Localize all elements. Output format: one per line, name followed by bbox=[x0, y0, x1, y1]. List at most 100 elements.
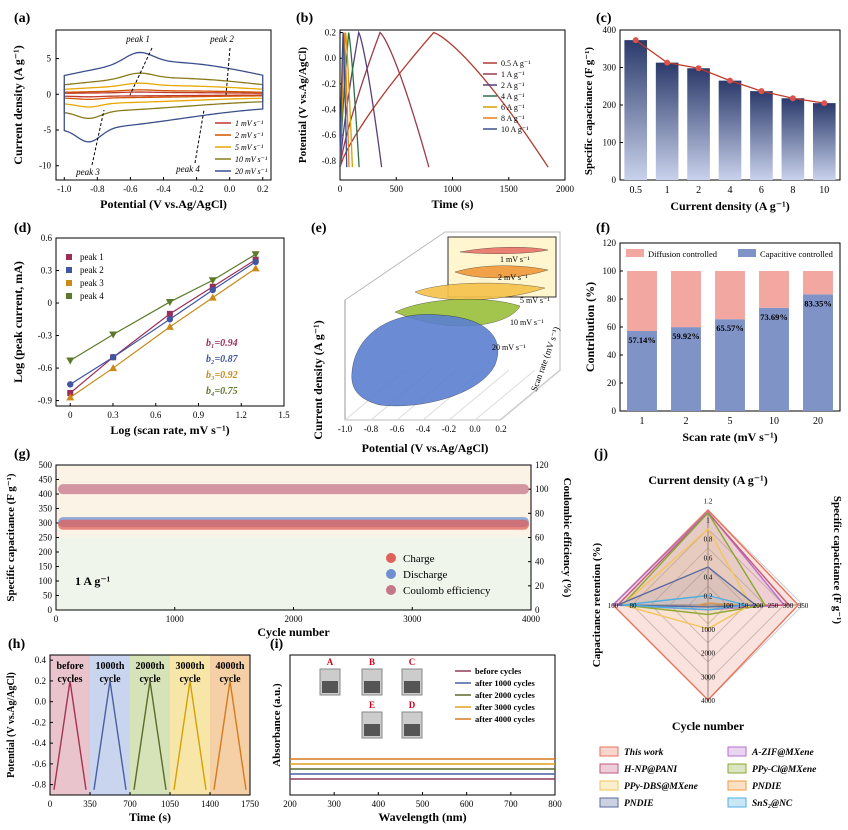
b-gcd-curve bbox=[339, 31, 549, 168]
d-ytick: -0.6 bbox=[38, 363, 53, 373]
h-xtick: 0 bbox=[48, 799, 53, 809]
j-legend-swatch bbox=[599, 746, 619, 757]
d-xtick: 1.2 bbox=[236, 410, 247, 420]
c-ytick: 400 bbox=[603, 25, 617, 35]
b-legend-label: 8 A g⁻¹ bbox=[501, 114, 525, 123]
d-xtick: 0.9 bbox=[193, 410, 205, 420]
a-xtick: -0.4 bbox=[156, 184, 171, 194]
c-ytick: 100 bbox=[603, 138, 617, 148]
c-ytick: 300 bbox=[603, 63, 617, 73]
a-ytick: -10 bbox=[39, 161, 51, 171]
h-xtick: 1750 bbox=[241, 799, 260, 809]
e-cv-surface bbox=[454, 265, 549, 278]
d-point bbox=[166, 316, 174, 323]
d-legend-swatch bbox=[66, 280, 72, 286]
g-ytick: 150 bbox=[39, 562, 53, 572]
c-point bbox=[695, 65, 702, 72]
d-legend-swatch bbox=[66, 254, 72, 260]
j-series bbox=[617, 566, 758, 608]
a-xtick: -1.0 bbox=[57, 184, 72, 194]
d-point bbox=[251, 264, 260, 272]
panel-h-frame bbox=[49, 654, 251, 796]
d-xlabel: Log (scan rate, mV s⁻¹) bbox=[110, 423, 229, 437]
d-point bbox=[166, 310, 173, 317]
a-ytick: -5 bbox=[44, 125, 52, 135]
e-xtick: 0.2 bbox=[495, 424, 506, 434]
c-bar bbox=[718, 80, 742, 180]
j-tick: 2000 bbox=[701, 650, 716, 658]
a-peak-annotation: peak 3 bbox=[75, 167, 100, 177]
e-grid bbox=[448, 369, 510, 421]
panel-i-label: (i) bbox=[270, 637, 284, 652]
c-point bbox=[789, 95, 796, 102]
d-point bbox=[209, 286, 216, 294]
j-legend-label: PNDIE bbox=[624, 799, 654, 809]
h-ytick: 0.2 bbox=[35, 676, 46, 686]
f-percent-label: 57.14% bbox=[628, 335, 656, 345]
c-ytick: 200 bbox=[603, 100, 617, 110]
g-xtick: 3000 bbox=[403, 614, 422, 624]
f-ylabel: Contribution (%) bbox=[583, 282, 597, 372]
d-point bbox=[165, 298, 174, 306]
j-tick: 0.8 bbox=[704, 536, 713, 544]
a-peak-line bbox=[194, 109, 205, 164]
d-point bbox=[251, 251, 260, 259]
i-vial-label: D bbox=[409, 700, 416, 710]
g-legend-label: Charge bbox=[403, 553, 435, 565]
g-ytick: 50 bbox=[43, 591, 53, 601]
g-ytick: 100 bbox=[39, 576, 53, 586]
f-bar-capacitive bbox=[803, 294, 833, 411]
panel-d-label: (d) bbox=[14, 221, 31, 236]
j-tick: 150 bbox=[738, 602, 749, 610]
a-legend-label: 1 mV s⁻¹ bbox=[235, 119, 264, 128]
g-ytick: 350 bbox=[39, 504, 53, 514]
f-ytick: 20 bbox=[607, 378, 617, 388]
j-axis-label: Specific capacitance (F g⁻¹) bbox=[831, 496, 843, 624]
a-peak-annotation: peak 4 bbox=[175, 164, 200, 174]
g-legend-marker bbox=[386, 585, 396, 595]
a-legend-label: 10 mV s⁻¹ bbox=[235, 155, 268, 164]
i-xtick: 400 bbox=[372, 799, 386, 809]
j-tick: 0.2 bbox=[704, 593, 713, 601]
g-ytick: 300 bbox=[39, 518, 53, 528]
f-percent-label: 83.35% bbox=[804, 298, 832, 308]
a-peak-annotation: peak 2 bbox=[209, 34, 234, 44]
a-xtick: -0.2 bbox=[189, 184, 203, 194]
i-vial-label: C bbox=[409, 657, 416, 667]
i-vial-label: E bbox=[369, 700, 375, 710]
j-legend-label: This work bbox=[624, 748, 664, 758]
c-xtick: 10 bbox=[819, 185, 829, 196]
f-percent-label: 65.57% bbox=[716, 323, 744, 333]
d-point bbox=[109, 354, 117, 361]
i-legend-label: after 2000 cycles bbox=[475, 690, 535, 700]
d-point bbox=[109, 331, 118, 339]
i-legend-label: after 3000 cycles bbox=[475, 702, 535, 712]
f-xtick: 5 bbox=[728, 416, 733, 427]
e-grid bbox=[500, 369, 562, 421]
c-ytick: 0 bbox=[612, 175, 617, 185]
j-tick: 4000 bbox=[701, 697, 716, 705]
h-band-label: 3000th bbox=[176, 661, 205, 672]
i-vial-label: B bbox=[369, 657, 375, 667]
h-band-label: cycle bbox=[99, 674, 121, 685]
f-bar-diffusion bbox=[759, 271, 789, 308]
f-legend-label: Diffusion controlled bbox=[648, 249, 718, 259]
b-legend-label: 4 A g⁻¹ bbox=[501, 92, 525, 101]
c-xtick: 2 bbox=[696, 185, 701, 196]
f-legend-label: Capacitive controlled bbox=[760, 249, 834, 259]
j-series bbox=[622, 594, 747, 611]
c-bar bbox=[655, 62, 679, 180]
b-xtick: 1500 bbox=[500, 184, 519, 194]
f-xlabel: Scan rate (mV s⁻¹) bbox=[682, 430, 777, 444]
f-bar-diffusion bbox=[715, 271, 745, 320]
j-legend-swatch bbox=[727, 746, 747, 757]
b-legend-label: 0.5 A g⁻¹ bbox=[501, 59, 531, 68]
i-vial-liquid bbox=[364, 724, 380, 736]
i-xtick: 300 bbox=[327, 799, 341, 809]
f-legend-swatch bbox=[626, 249, 644, 257]
d-ytick: 0 bbox=[48, 298, 53, 308]
e-xtick: -1.0 bbox=[338, 424, 353, 434]
j-legend-label: PPy-Cl@MXene bbox=[752, 765, 817, 775]
j-legend-label: SnS₂@NC bbox=[752, 799, 793, 809]
j-axis-label: Current density (A g⁻¹) bbox=[648, 473, 767, 487]
